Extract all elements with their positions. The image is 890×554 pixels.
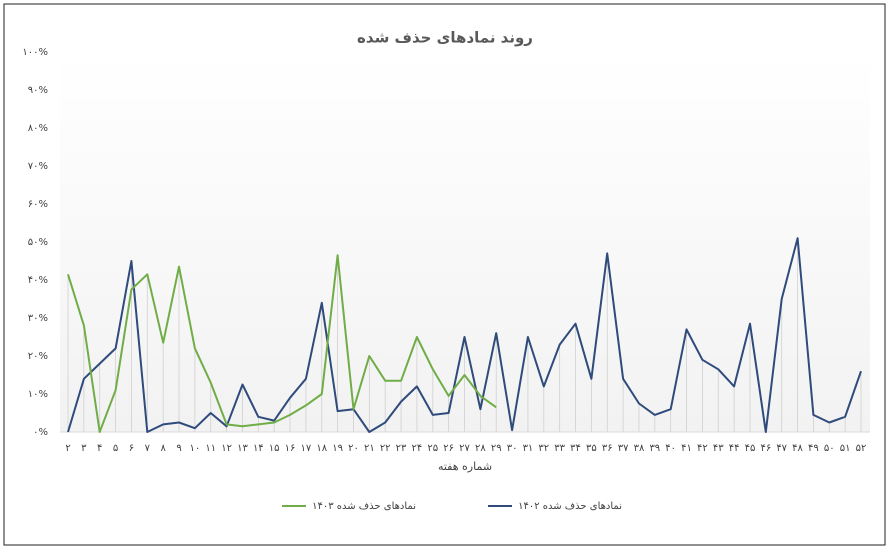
y-tick-label: ۹۰%: [28, 85, 48, 96]
series-line: [67, 254, 497, 433]
x-tick-label: ۳۰: [507, 443, 518, 454]
series-line: [67, 237, 862, 433]
x-tick-label: ۴۴: [729, 443, 740, 454]
legend-label: نمادهای حذف شده ۱۴۰۳: [312, 501, 416, 512]
chart-title: روند نمادهای حذف شده: [357, 29, 533, 47]
x-tick-label: ۳۸: [634, 443, 645, 454]
y-tick-label: ۱۰%: [28, 389, 48, 400]
x-tick-label: ۳۹: [649, 443, 660, 454]
y-tick-label: ۱۰۰%: [22, 47, 48, 58]
y-tick-label: ۶۰%: [28, 199, 48, 210]
x-tick-label: ۱۱: [205, 443, 216, 454]
x-tick-label: ۳۱: [523, 443, 534, 454]
x-tick-label: ۳۶: [602, 443, 613, 454]
x-tick-label: ۲۸: [475, 443, 486, 454]
x-tick-label: ۲۴: [412, 443, 423, 454]
x-tick-label: ۱۳: [237, 443, 248, 454]
x-tick-label: ۲۱: [364, 443, 375, 454]
x-tick-label: ۳۵: [586, 443, 597, 454]
x-tick-label: ۱۴: [253, 443, 264, 454]
x-tick-label: ۶: [129, 443, 134, 454]
y-tick-label: ۵۰%: [28, 237, 48, 248]
x-tick-label: ۴۸: [792, 443, 803, 454]
x-tick-label: ۴۲: [697, 443, 708, 454]
y-tick-label: ۰%: [33, 427, 48, 438]
y-tick-label: ۳۰%: [28, 313, 48, 324]
x-tick-label: ۲۲: [380, 443, 391, 454]
x-tick-label: ۹: [176, 443, 181, 454]
x-tick-label: ۱۶: [285, 443, 296, 454]
x-tick-label: ۸: [160, 443, 166, 454]
x-tick-label: ۲: [65, 443, 70, 454]
y-tick-label: ۲۰%: [28, 351, 48, 362]
x-tick-label: ۴: [97, 443, 102, 454]
y-tick-label: ۴۰%: [28, 275, 48, 286]
x-tick-label: ۳۴: [570, 443, 581, 454]
x-tick-label: ۵۰: [824, 443, 835, 454]
x-tick-label: ۴۵: [745, 443, 756, 454]
x-tick-label: ۷: [145, 443, 151, 454]
x-tick-label: ۲۰: [348, 443, 359, 454]
x-tick-label: ۲۷: [459, 443, 470, 454]
x-tick-label: ۱۵: [269, 443, 280, 454]
x-tick-label: ۴۳: [713, 443, 724, 454]
x-tick-label: ۵۱: [840, 443, 851, 454]
legend-label: نمادهای حذف شده ۱۴۰۲: [518, 501, 622, 512]
x-tick-label: ۱۲: [221, 443, 232, 454]
x-tick-label: ۳۷: [618, 443, 629, 454]
x-tick-label: ۴۰: [665, 443, 676, 454]
x-tick-label: ۱۷: [301, 443, 312, 454]
y-tick-label: ۸۰%: [28, 123, 48, 134]
x-tick-label: ۲۶: [443, 443, 454, 454]
x-tick-label: ۱۰: [190, 443, 201, 454]
x-tick-label: ۲۳: [396, 443, 407, 454]
x-tick-label: ۳۲: [538, 443, 549, 454]
x-tick-label: ۲۵: [427, 443, 438, 454]
x-tick-label: ۴۷: [776, 443, 787, 454]
x-axis-title: شماره هفته: [438, 460, 492, 473]
x-tick-label: ۵۲: [856, 443, 867, 454]
x-tick-label: ۴۶: [760, 443, 771, 454]
x-tick-label: ۳۳: [554, 443, 565, 454]
y-tick-label: ۷۰%: [28, 161, 48, 172]
x-tick-label: ۵: [113, 443, 118, 454]
x-tick-label: ۳: [81, 443, 87, 454]
x-tick-label: ۴۹: [808, 443, 819, 454]
x-tick-label: ۲۹: [491, 443, 502, 454]
x-tick-label: ۱۸: [316, 443, 327, 454]
x-tick-label: ۱۹: [332, 443, 343, 454]
x-tick-label: ۴۱: [681, 443, 692, 454]
